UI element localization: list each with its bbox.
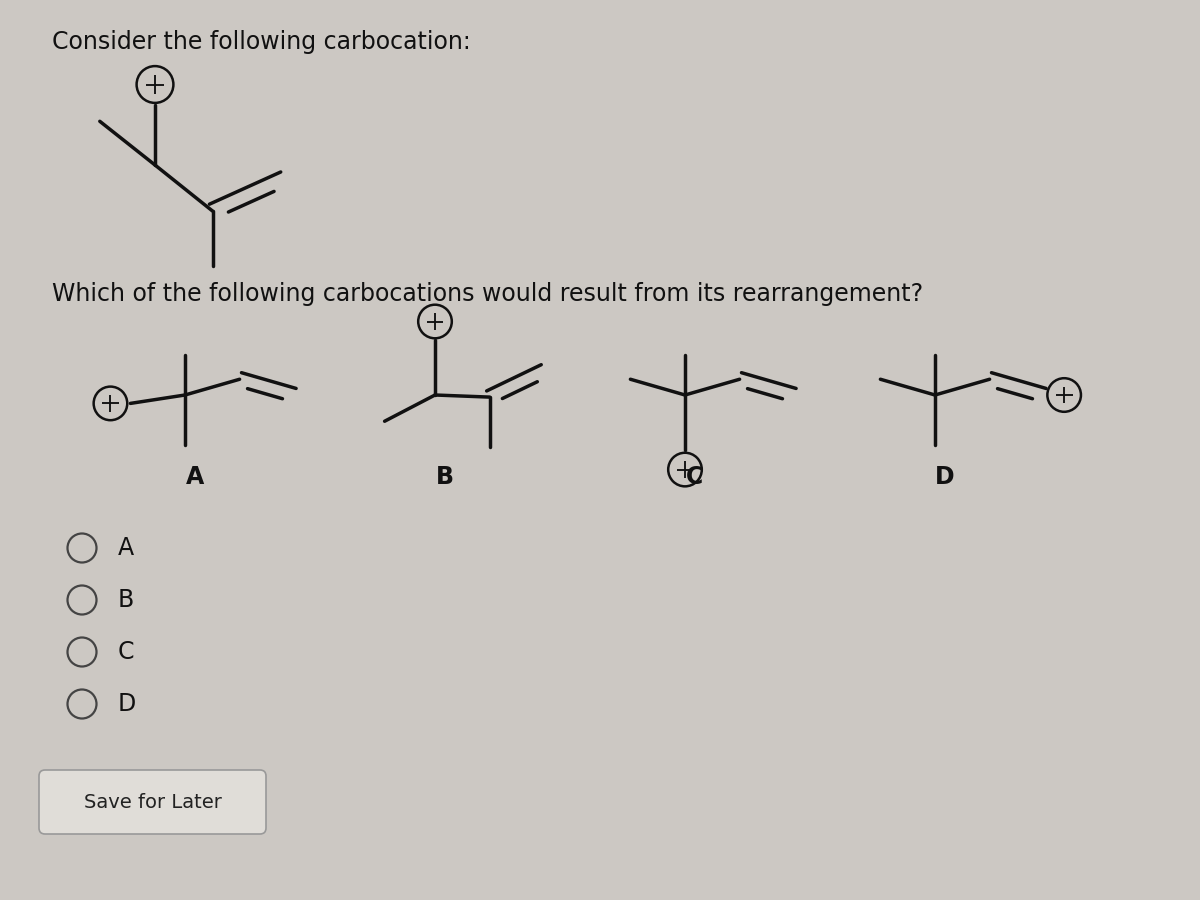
Text: C: C xyxy=(118,640,134,664)
Text: Consider the following carbocation:: Consider the following carbocation: xyxy=(52,30,470,54)
Text: D: D xyxy=(118,692,137,716)
FancyBboxPatch shape xyxy=(38,770,266,834)
Text: Save for Later: Save for Later xyxy=(84,793,222,812)
Text: Which of the following carbocations would result from its rearrangement?: Which of the following carbocations woul… xyxy=(52,282,923,306)
Text: A: A xyxy=(118,536,134,560)
Text: D: D xyxy=(935,465,955,489)
Text: A: A xyxy=(186,465,204,489)
Text: B: B xyxy=(436,465,454,489)
Text: B: B xyxy=(118,588,134,612)
Text: C: C xyxy=(686,465,703,489)
